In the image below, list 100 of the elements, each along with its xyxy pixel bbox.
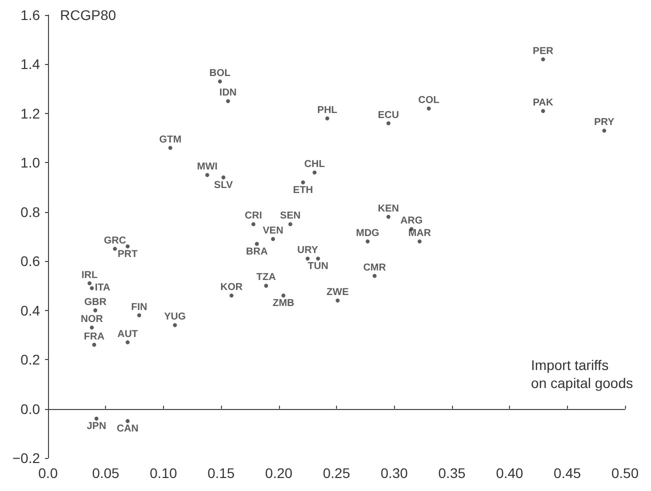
data-label: KEN (378, 203, 399, 214)
point (541, 57, 546, 62)
data-label: AUT (117, 328, 138, 340)
data-label: PAK (532, 97, 554, 108)
point (126, 419, 130, 424)
data-label: BRA (246, 246, 268, 258)
data-label: ITA (94, 282, 110, 294)
point (418, 239, 422, 244)
point (90, 286, 94, 290)
point (126, 340, 130, 344)
x-tick-label: 0.30 (380, 465, 408, 481)
y-tick-label: 1.0 (20, 154, 40, 171)
y-tick-label: 0.0 (20, 400, 40, 417)
data-label: IRL (81, 270, 98, 281)
x-tick-label: 0.0 (38, 465, 58, 481)
point (312, 170, 317, 175)
point (229, 294, 234, 298)
data-label: ETH (293, 184, 314, 196)
x-axis-title: Import tariffs on capital goods (531, 357, 634, 391)
point (271, 236, 276, 241)
data-label: PRY (594, 117, 615, 128)
point (137, 313, 142, 318)
point (386, 214, 390, 219)
data-label: ZWE (326, 286, 350, 298)
data-label: VEN (262, 225, 284, 236)
y-tick-label: −0.2 (12, 450, 40, 466)
data-label: MWI (196, 161, 218, 172)
data-label: PER (532, 46, 554, 57)
point (94, 416, 98, 421)
data-label: ARG (400, 216, 423, 227)
x-tick-label: 0.50 (611, 465, 639, 481)
point (90, 326, 94, 330)
point (301, 180, 306, 184)
point (168, 146, 172, 150)
point (316, 256, 320, 261)
point (251, 222, 256, 226)
point (172, 323, 177, 328)
x-tick-label: 0.35 (438, 465, 466, 481)
data-label: CMR (363, 262, 387, 274)
data-label: YUG (164, 312, 186, 323)
point (372, 274, 377, 278)
data-label: CHL (304, 159, 325, 170)
data-label: SEN (280, 210, 301, 222)
data-label: ECU (378, 110, 399, 121)
point (126, 244, 130, 248)
point (205, 172, 210, 177)
point (602, 128, 606, 133)
point (92, 342, 96, 347)
data-label: GTM (159, 134, 182, 146)
point (226, 99, 230, 104)
point (386, 121, 390, 126)
data-label: BOL (209, 68, 230, 79)
y-tick-label: 0.2 (20, 352, 40, 368)
data-label: FIN (131, 302, 148, 313)
data-label: ZMB (272, 298, 294, 310)
data-label: GRC (104, 235, 126, 246)
data-label: CRI (244, 210, 262, 222)
point (306, 256, 310, 261)
x-tick-label: 0.25 (322, 465, 350, 481)
x-tick-label: 0.40 (496, 465, 524, 481)
point (366, 239, 370, 244)
data-label: IDN (219, 88, 237, 99)
point (426, 106, 431, 111)
point (541, 108, 546, 113)
data-label: CAN (116, 424, 138, 435)
data-label: SLV (214, 180, 234, 191)
point (281, 294, 286, 298)
x-tick-label: 0.05 (92, 465, 120, 481)
y-tick-label: 1.6 (20, 7, 40, 23)
point (325, 116, 330, 120)
data-label: MAR (408, 228, 432, 239)
point (264, 284, 268, 288)
data-label: PHL (317, 104, 338, 116)
point (254, 242, 259, 246)
data-label: TZA (256, 272, 276, 284)
data-label: GBR (84, 296, 108, 308)
point (218, 79, 222, 84)
y-tick-label: 0.8 (20, 204, 40, 220)
x-tick-label: 0.20 (265, 465, 293, 481)
point (221, 175, 226, 180)
y-tick-label: 1.4 (20, 56, 40, 72)
point (112, 246, 117, 251)
data-label: NOR (80, 314, 104, 326)
data-label: KOR (220, 282, 244, 294)
data-label: URY (297, 245, 318, 256)
x-tick-label: 0.15 (207, 465, 235, 481)
data-label: TUN (308, 261, 328, 272)
y-axis-title: RCGP80 (60, 7, 116, 23)
x-tick-label: 0.10 (150, 465, 178, 481)
y-tick-label: 1.2 (20, 105, 40, 122)
y-tick-label: 0.4 (20, 302, 40, 318)
x-tick-label: 0.45 (554, 465, 582, 481)
point (288, 222, 292, 226)
data-label: COL (418, 95, 440, 106)
y-tick-label: 0.6 (20, 253, 40, 270)
data-label: PRT (118, 248, 138, 260)
point (93, 308, 98, 312)
point (336, 298, 340, 302)
data-label: FRA (84, 331, 104, 342)
point (88, 281, 92, 286)
